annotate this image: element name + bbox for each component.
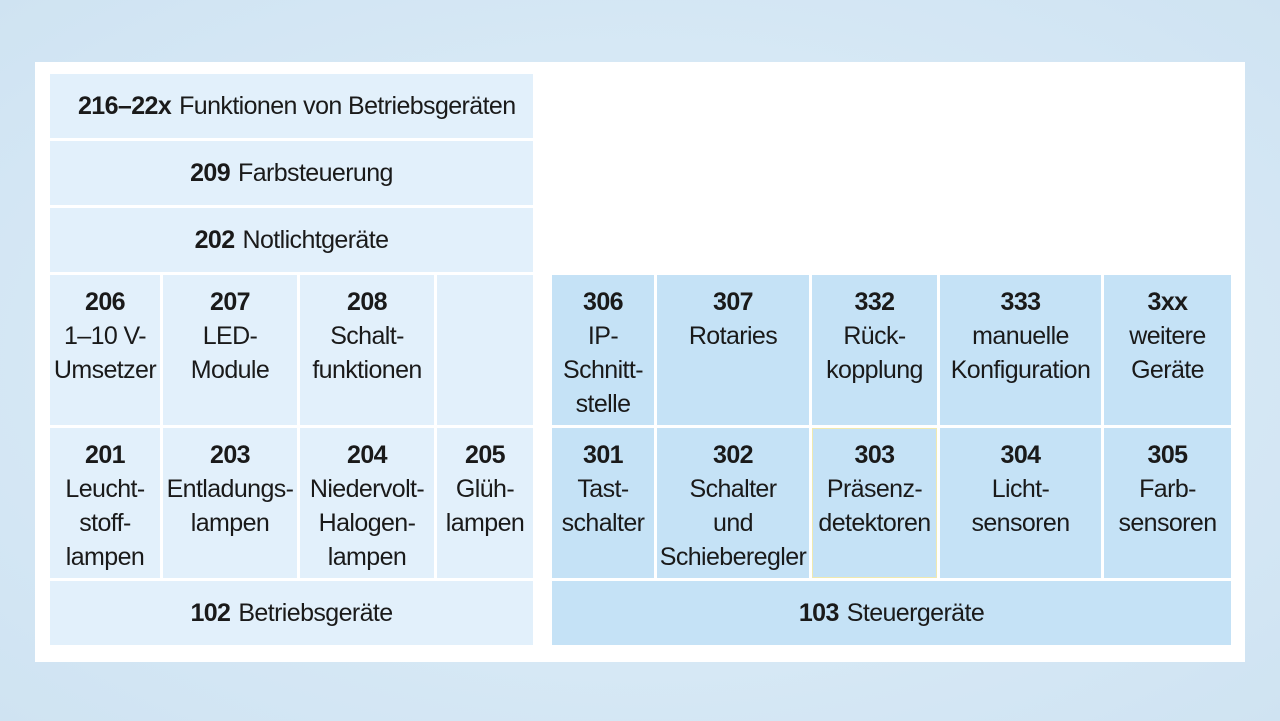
cell-302-number: 302 [713, 441, 754, 469]
cell-205-line: lampen [445, 509, 525, 537]
cell-304-line: Licht- [991, 475, 1050, 503]
cell-206: 206 1–10 V- Umsetzer [50, 275, 160, 425]
cell-302: 302 Schalter und Schieberegler [657, 428, 809, 578]
cell-208-line: funktionen [312, 356, 422, 384]
cell-205-number: 205 [465, 441, 506, 469]
cell-332-line: Rück- [843, 322, 906, 350]
cell-206-number: 206 [85, 288, 126, 316]
cell-202-number: 202 [194, 226, 236, 254]
cell-305-number: 305 [1147, 441, 1189, 469]
cell-303-number: 303 [854, 441, 896, 469]
cell-201-line: stoff- [79, 509, 131, 537]
cell-333-number: 333 [1000, 288, 1042, 316]
cell-305: 305 Farb- sensoren [1104, 428, 1231, 578]
cell-302-line: und [713, 509, 754, 537]
cell-333-line: manuelle [972, 322, 1069, 350]
cell-306-line: IP- [587, 322, 619, 350]
cell-303: 303 Präsenz- detektoren [812, 428, 937, 578]
cell-3xx-line: weitere [1129, 322, 1206, 350]
cell-204-line: Niedervolt- [309, 475, 425, 503]
cell-102-number: 102 [190, 599, 231, 627]
cell-103-number: 103 [798, 599, 840, 627]
cell-205: 205 Glüh- lampen [437, 428, 533, 578]
cell-207-number: 207 [210, 288, 251, 316]
cell-302-line: Schalter [689, 475, 778, 503]
cell-202-label: Notlichtgeräte [242, 226, 389, 254]
cell-306-line: Schnitt- [563, 356, 644, 384]
cell-203: 203 Entladungs- lampen [163, 428, 297, 578]
cell-103-label: Steuergeräte [846, 599, 985, 627]
cell-208-number: 208 [347, 288, 388, 316]
cell-204-line: Halogen- [318, 509, 416, 537]
cell-209-number: 209 [190, 159, 231, 187]
cell-307-number: 307 [713, 288, 754, 316]
cell-304-line: sensoren [971, 509, 1070, 537]
cell-301-line: Tast- [577, 475, 629, 503]
cell-303-line: detektoren [818, 509, 931, 537]
cell-209-label: Farbsteuerung [238, 159, 393, 187]
cell-301-number: 301 [583, 441, 624, 469]
cell-333-line: Konfiguration [950, 356, 1091, 384]
cell-304: 304 Licht- sensoren [940, 428, 1101, 578]
cell-3xx-line: Geräte [1131, 356, 1204, 384]
cell-301-line: schalter [561, 509, 645, 537]
cell-203-number: 203 [210, 441, 251, 469]
cell-204-line: lampen [327, 543, 407, 571]
cell-216-label: Funktionen von Betriebsgeräten [179, 92, 516, 120]
diagram-panel: 216–22x Funktionen von Betriebsgeräten 2… [35, 62, 1245, 662]
cell-306-number: 306 [583, 288, 624, 316]
cell-204-number: 204 [347, 441, 388, 469]
cell-306-line: stelle [575, 390, 631, 418]
cell-207: 207 LED- Module [163, 275, 297, 425]
cell-102-label: Betriebsgeräte [238, 599, 393, 627]
cell-204: 204 Niedervolt- Halogen- lampen [300, 428, 434, 578]
cell-332-line: kopplung [826, 356, 923, 384]
cell-305-line: sensoren [1118, 509, 1217, 537]
cell-305-line: Farb- [1139, 475, 1196, 503]
cell-201-number: 201 [85, 441, 126, 469]
cell-307: 307 Rotaries [657, 275, 809, 425]
cell-332-number: 332 [854, 288, 896, 316]
cell-301: 301 Tast- schalter [552, 428, 654, 578]
cell-302-line: Schieberegler [659, 543, 807, 571]
cell-201: 201 Leucht- stoff- lampen [50, 428, 160, 578]
cell-304-number: 304 [1000, 441, 1042, 469]
cell-205-line: Glüh- [455, 475, 515, 503]
cell-201-line: lampen [65, 543, 145, 571]
cell-306: 306 IP- Schnitt- stelle [552, 275, 654, 425]
cell-206-line: 1–10 V- [64, 322, 147, 350]
cell-201-line: Leucht- [65, 475, 145, 503]
cell-208-line: Schalt- [330, 322, 404, 350]
cell-206-line: Umsetzer [53, 356, 157, 384]
cell-216-number: 216–22x [78, 92, 172, 120]
cell-207-line: Module [190, 356, 270, 384]
cell-307-line: Rotaries [688, 322, 778, 350]
cell-333: 333 manuelle Konfiguration [940, 275, 1101, 425]
cell-332: 332 Rück- kopplung [812, 275, 937, 425]
cell-208: 208 Schalt- funktionen [300, 275, 434, 425]
cell-207-line: LED- [202, 322, 258, 350]
cell-102: 102 Betriebsgeräte [50, 581, 533, 645]
cell-103: 103 Steuergeräte [552, 581, 1231, 645]
cell-empty [437, 275, 533, 425]
cell-202: 202 Notlichtgeräte [50, 208, 533, 272]
cell-203-line: lampen [190, 509, 270, 537]
cell-3xx: 3xx weitere Geräte [1104, 275, 1231, 425]
cell-209: 209 Farbsteuerung [50, 141, 533, 205]
cell-216: 216–22x Funktionen von Betriebsgeräten [50, 74, 533, 138]
cell-203-line: Entladungs- [166, 475, 294, 503]
cell-3xx-number: 3xx [1147, 288, 1189, 316]
cell-303-line: Präsenz- [826, 475, 923, 503]
